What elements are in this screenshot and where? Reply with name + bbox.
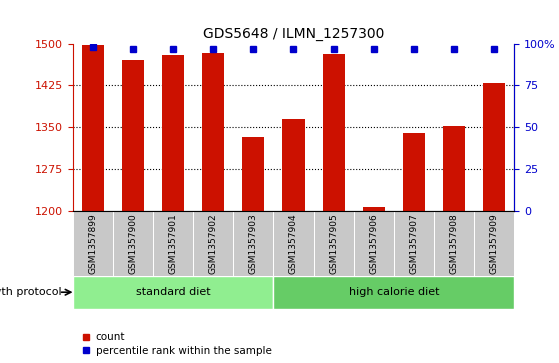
- Bar: [122, 60, 144, 211]
- Text: GSM1357904: GSM1357904: [289, 213, 298, 274]
- Bar: [233, 211, 273, 276]
- Bar: [434, 211, 474, 276]
- Bar: [153, 211, 193, 276]
- Bar: [394, 211, 434, 276]
- Text: GSM1357907: GSM1357907: [409, 213, 419, 274]
- Text: growth protocol: growth protocol: [0, 287, 61, 297]
- Bar: [363, 207, 385, 211]
- Text: GSM1357908: GSM1357908: [449, 213, 458, 274]
- Text: GSM1357903: GSM1357903: [249, 213, 258, 274]
- Text: GSM1357899: GSM1357899: [88, 213, 97, 274]
- Text: GSM1357905: GSM1357905: [329, 213, 338, 274]
- Bar: [162, 55, 184, 211]
- Bar: [73, 211, 113, 276]
- Bar: [82, 45, 104, 211]
- Bar: [403, 132, 425, 211]
- Bar: [354, 211, 394, 276]
- Bar: [443, 126, 465, 211]
- Bar: [273, 211, 314, 276]
- Bar: [483, 82, 505, 211]
- Bar: [193, 211, 233, 276]
- Text: standard diet: standard diet: [136, 287, 210, 297]
- Bar: [242, 136, 264, 211]
- Bar: [73, 276, 273, 309]
- Title: GDS5648 / ILMN_1257300: GDS5648 / ILMN_1257300: [203, 27, 384, 41]
- Text: GSM1357902: GSM1357902: [209, 213, 217, 274]
- Text: high calorie diet: high calorie diet: [349, 287, 439, 297]
- Text: GSM1357900: GSM1357900: [129, 213, 138, 274]
- Bar: [113, 211, 153, 276]
- Bar: [314, 211, 354, 276]
- Bar: [474, 211, 514, 276]
- Bar: [323, 54, 345, 211]
- Text: GSM1357901: GSM1357901: [168, 213, 178, 274]
- Bar: [202, 53, 224, 211]
- Bar: [282, 119, 305, 211]
- Text: GSM1357906: GSM1357906: [369, 213, 378, 274]
- Bar: [273, 276, 514, 309]
- Legend: count, percentile rank within the sample: count, percentile rank within the sample: [78, 328, 276, 360]
- Text: GSM1357909: GSM1357909: [490, 213, 499, 274]
